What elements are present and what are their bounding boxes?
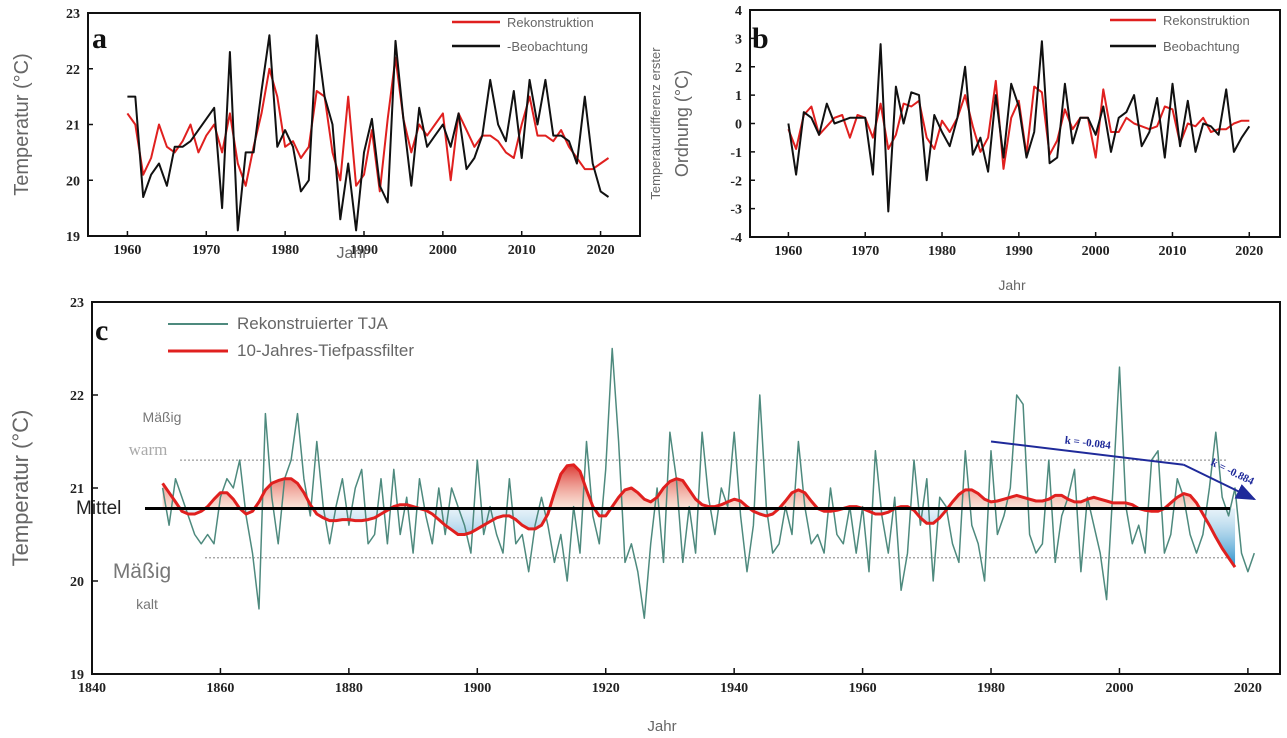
y-tick-label: 19	[70, 668, 84, 683]
trend-line-1	[990, 440, 1184, 466]
series-line-2	[161, 463, 1237, 568]
y-tick-label: 1	[735, 89, 742, 104]
y-tick-label: -3	[730, 203, 742, 218]
x-tick-label: 1960	[774, 244, 802, 259]
y-tick-label: 19	[66, 230, 80, 245]
y-axis-label: Temperaturdifferenz erster	[648, 47, 663, 200]
x-tick-label: 1900	[463, 681, 491, 696]
x-tick-label: 1990	[350, 243, 378, 258]
series-line-2	[787, 40, 1251, 213]
y-tick-label: 22	[66, 63, 80, 78]
legend-label: Rekonstruktion	[507, 15, 594, 30]
warm-anomaly-fill	[162, 464, 1236, 509]
y-tick-label: 21	[70, 482, 84, 497]
y-tick-label: 23	[70, 296, 84, 311]
series-line-1	[126, 56, 610, 193]
trend-label: k = -0.884	[1209, 457, 1256, 488]
legend-label: Beobachtung	[1163, 39, 1240, 54]
x-tick-label: 1840	[78, 681, 106, 696]
x-tick-label: 1920	[592, 681, 620, 696]
panel-c: 1840 1860 1880 1900 1920 1940 1960 1980 2000 2020…	[8, 296, 1281, 735]
panel-letter: c	[95, 314, 108, 347]
x-tick-label: 1860	[206, 681, 234, 696]
panel-b: 1960 1970 1980 1990 2000 2010 2020 -4 -3 -2 -1 0 1 2 3…	[648, 4, 1281, 293]
y-tick-label: 0	[735, 118, 742, 133]
legend-label: 10-Jahres-Tiefpassfilter	[237, 341, 414, 360]
mean-label: Mittel	[76, 498, 121, 519]
x-tick-label: 2010	[1158, 244, 1186, 259]
x-tick-label: 2020	[587, 243, 615, 258]
y-tick-label: 22	[70, 389, 84, 404]
series-line-1	[787, 79, 1250, 170]
x-tick-label: 1960	[113, 243, 141, 258]
x-tick-label: 1990	[1005, 244, 1033, 259]
trend-label: k = -0.084	[1064, 434, 1112, 452]
y-tick-label: 3	[735, 32, 742, 47]
x-tick-label: 1970	[192, 243, 220, 258]
panel-a: 1960 1970 1980 1990 2000 2010 2020 19 20 21 22 23 a J…	[11, 7, 641, 262]
cold-band-label: kalt	[136, 596, 158, 612]
y-tick-label: 20	[66, 174, 80, 189]
legend-label: Rekonstruierter TJA	[237, 314, 389, 333]
y-tick-label: 23	[66, 7, 80, 22]
x-tick-label: 1880	[335, 681, 363, 696]
panel-letter: b	[752, 22, 769, 55]
x-tick-label: 1980	[271, 243, 299, 258]
x-tick-label: 1960	[849, 681, 877, 696]
cold-band-label: Mäßig	[113, 560, 171, 583]
x-axis-label: Jahr	[336, 245, 368, 262]
legend-label: -Beobachtung	[507, 39, 588, 54]
x-tick-label: 1980	[928, 244, 956, 259]
x-tick-label: 2020	[1234, 681, 1262, 696]
y-tick-label: -4	[730, 231, 742, 246]
x-tick-label: 1970	[851, 244, 879, 259]
y-tick-label: 2	[735, 61, 742, 76]
y-axis-label: Ordnung (°C)	[672, 70, 692, 177]
warm-band-label: warm	[129, 440, 168, 459]
series-line-1	[161, 347, 1256, 619]
warm-band-label: Mäßig	[143, 409, 182, 425]
panel-letter: a	[92, 22, 107, 55]
y-tick-label: 4	[735, 4, 742, 19]
x-tick-label: 1940	[720, 681, 748, 696]
x-tick-label: 1980	[977, 681, 1005, 696]
x-tick-label: 2000	[1105, 681, 1133, 696]
y-tick-label: 21	[66, 119, 80, 134]
y-tick-label: -1	[730, 146, 742, 161]
x-axis-label: Jahr	[647, 718, 676, 735]
y-axis-label: Temperatur (°C)	[11, 53, 33, 195]
legend-label: Rekonstruktion	[1163, 13, 1250, 28]
x-axis-label: Jahr	[998, 277, 1026, 293]
y-axis-label: Temperatur (°C)	[8, 410, 33, 567]
series-line-2	[127, 34, 610, 232]
x-tick-label: 2010	[508, 243, 536, 258]
x-tick-label: 2020	[1235, 244, 1263, 259]
y-tick-label: 20	[70, 575, 84, 590]
trend-line-2	[1183, 463, 1257, 501]
x-tick-label: 2000	[1082, 244, 1110, 259]
x-tick-label: 2000	[429, 243, 457, 258]
y-tick-label: -2	[730, 174, 742, 189]
